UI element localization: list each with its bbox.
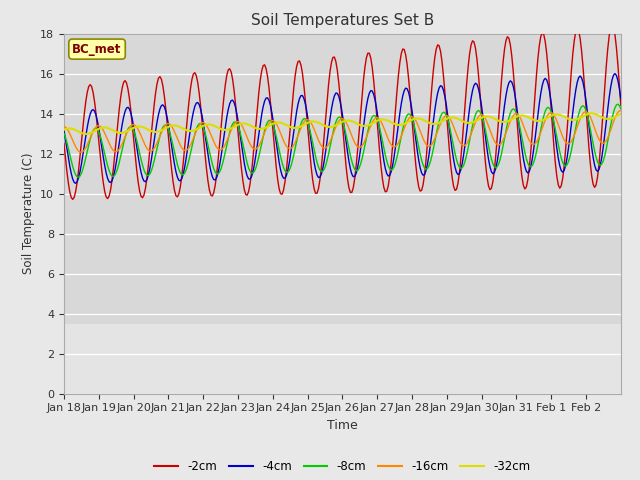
-32cm — [541, 116, 549, 122]
-4cm — [458, 160, 466, 166]
-8cm — [616, 103, 623, 108]
-2cm — [60, 141, 68, 146]
-16cm — [614, 109, 621, 115]
-8cm — [60, 131, 68, 136]
Line: -2cm: -2cm — [64, 24, 621, 199]
Y-axis label: Soil Temperature (C): Soil Temperature (C) — [22, 153, 35, 275]
-2cm — [458, 138, 466, 144]
-16cm — [60, 124, 68, 130]
X-axis label: Time: Time — [327, 419, 358, 432]
-16cm — [458, 142, 466, 148]
-4cm — [616, 85, 623, 91]
-4cm — [611, 71, 619, 76]
-32cm — [60, 127, 68, 132]
-4cm — [72, 180, 79, 186]
-2cm — [69, 196, 77, 202]
-2cm — [541, 38, 549, 44]
-16cm — [77, 149, 85, 155]
Line: -4cm: -4cm — [64, 73, 621, 183]
Text: BC_met: BC_met — [72, 43, 122, 56]
-4cm — [60, 128, 68, 133]
-32cm — [617, 111, 625, 117]
-4cm — [348, 171, 356, 177]
-32cm — [588, 110, 596, 116]
-8cm — [348, 158, 356, 164]
-16cm — [617, 108, 625, 114]
-4cm — [98, 144, 106, 150]
-32cm — [348, 118, 356, 124]
-8cm — [458, 165, 466, 170]
-2cm — [616, 81, 623, 87]
-32cm — [79, 131, 87, 136]
-16cm — [541, 117, 549, 123]
Legend: -2cm, -4cm, -8cm, -16cm, -32cm: -2cm, -4cm, -8cm, -16cm, -32cm — [150, 455, 535, 478]
Title: Soil Temperatures Set B: Soil Temperatures Set B — [251, 13, 434, 28]
-32cm — [82, 131, 90, 137]
-2cm — [608, 22, 616, 27]
-2cm — [81, 110, 88, 116]
-8cm — [98, 139, 106, 144]
-16cm — [81, 147, 88, 153]
-32cm — [98, 125, 106, 131]
-2cm — [348, 190, 356, 195]
Line: -16cm: -16cm — [64, 111, 621, 152]
-8cm — [541, 108, 549, 114]
Line: -32cm: -32cm — [64, 113, 621, 134]
-2cm — [617, 102, 625, 108]
-16cm — [98, 125, 106, 131]
-4cm — [617, 96, 625, 101]
-2cm — [98, 168, 106, 174]
-8cm — [617, 106, 625, 112]
Bar — [64, 324, 621, 394]
-4cm — [81, 143, 88, 148]
-8cm — [81, 161, 88, 167]
Line: -8cm: -8cm — [64, 104, 621, 177]
-8cm — [614, 101, 621, 107]
-8cm — [75, 174, 83, 180]
-16cm — [348, 133, 356, 139]
-4cm — [541, 75, 549, 81]
-32cm — [616, 112, 623, 118]
-32cm — [458, 118, 466, 124]
